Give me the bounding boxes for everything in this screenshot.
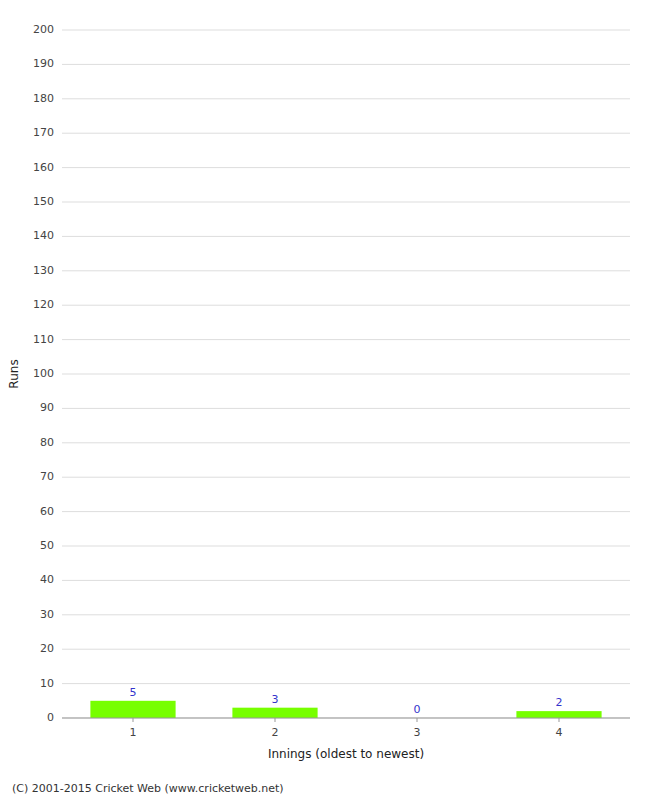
- grid-line: [62, 614, 630, 615]
- x-tick-label: 3: [414, 726, 421, 739]
- y-tick-label: 20: [40, 642, 54, 655]
- data-label: 2: [556, 696, 563, 709]
- y-tick-label: 180: [33, 92, 54, 105]
- y-tick-label: 130: [33, 264, 54, 277]
- grid-line: [62, 546, 630, 547]
- chart-container: 0102030405060708090100110120130140150160…: [0, 0, 650, 800]
- y-tick-label: 40: [40, 573, 54, 586]
- data-labels: 5 3 0 2: [130, 686, 563, 716]
- y-tick-label: 100: [33, 367, 54, 380]
- y-grid: [62, 30, 630, 718]
- y-tick-label: 150: [33, 195, 54, 208]
- grid-line: [62, 580, 630, 581]
- y-axis-label: Runs: [7, 359, 21, 388]
- x-tick-label: 2: [272, 726, 279, 739]
- x-tick-label: 4: [556, 726, 563, 739]
- grid-line: [62, 30, 630, 31]
- y-tick-label: 70: [40, 470, 54, 483]
- y-tick-label: 80: [40, 436, 54, 449]
- grid-line: [62, 236, 630, 237]
- y-tick-label: 90: [40, 401, 54, 414]
- chart-svg: 0102030405060708090100110120130140150160…: [0, 0, 650, 800]
- grid-line: [62, 649, 630, 650]
- y-tick-label: 10: [40, 677, 54, 690]
- y-tick-label: 50: [40, 539, 54, 552]
- grid-line: [62, 442, 630, 443]
- bar: [90, 701, 175, 718]
- grid-line: [62, 64, 630, 65]
- bar: [516, 711, 601, 718]
- y-tick-labels: 0 10 20 30 40 50 60 70 80 90 100 110 120 130 140 150 160…: [33, 23, 54, 724]
- x-axis-line: [62, 718, 630, 719]
- x-axis-label: Innings (oldest to newest): [268, 747, 424, 761]
- y-tick-label: 30: [40, 608, 54, 621]
- y-tick-label: 190: [33, 57, 54, 70]
- grid-line: [62, 477, 630, 478]
- data-label: 5: [130, 686, 137, 699]
- y-tick-label: 120: [33, 298, 54, 311]
- y-tick-label: 110: [33, 333, 54, 346]
- bars: [90, 701, 601, 718]
- y-tick-label: 60: [40, 505, 54, 518]
- grid-line: [62, 339, 630, 340]
- y-tick-label: 0: [47, 711, 54, 724]
- y-tick-label: 160: [33, 161, 54, 174]
- y-tick-label: 200: [33, 23, 54, 36]
- x-tick-label: 1: [130, 726, 137, 739]
- grid-line: [62, 408, 630, 409]
- grid-line: [62, 98, 630, 99]
- data-label: 0: [414, 703, 421, 716]
- grid-line: [62, 167, 630, 168]
- grid-line: [62, 133, 630, 134]
- y-tick-label: 140: [33, 229, 54, 242]
- x-axis: 1 2 3 4: [62, 718, 630, 739]
- grid-line: [62, 270, 630, 271]
- y-tick-label: 170: [33, 126, 54, 139]
- footer: (C) 2001-2015 Cricket Web (www.cricketwe…: [12, 782, 284, 795]
- grid-line: [62, 718, 630, 719]
- bar: [232, 708, 317, 718]
- page: {"chart_data": {"type": "bar", "categori…: [0, 0, 650, 800]
- grid-line: [62, 374, 630, 375]
- x-tick: [133, 718, 134, 722]
- grid-line: [62, 305, 630, 306]
- x-tick: [275, 718, 276, 722]
- grid-line: [62, 683, 630, 684]
- x-tick: [417, 718, 418, 722]
- data-label: 3: [272, 693, 279, 706]
- x-tick: [559, 718, 560, 722]
- grid-line: [62, 202, 630, 203]
- grid-line: [62, 511, 630, 512]
